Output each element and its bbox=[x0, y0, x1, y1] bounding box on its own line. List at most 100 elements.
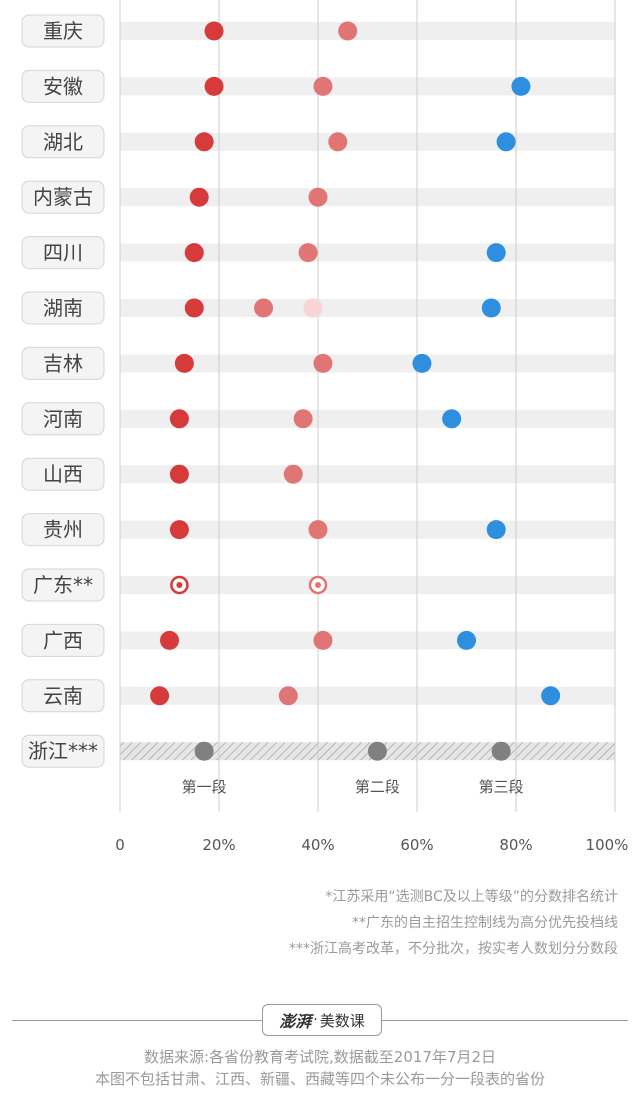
first-segment-dot bbox=[174, 353, 194, 373]
first-segment-dot-center bbox=[176, 582, 183, 588]
exclusion-line: 本图不包括甘肃、江西、新疆、西藏等四个未公布一分一段表的省份 bbox=[94, 1070, 545, 1088]
first-segment-dot bbox=[194, 132, 214, 152]
second-segment-dot bbox=[313, 353, 333, 373]
province-label: 湖南 bbox=[43, 296, 83, 320]
province-label: 浙江*** bbox=[28, 739, 98, 763]
row-stripe bbox=[120, 465, 615, 484]
row-stripe bbox=[120, 631, 615, 650]
third-segment-dot bbox=[481, 298, 501, 318]
first-segment-dot bbox=[189, 187, 209, 207]
first-segment-dot bbox=[194, 741, 214, 761]
province-label-box bbox=[21, 346, 105, 380]
row-stripe bbox=[120, 354, 615, 373]
third-segment-dot bbox=[412, 353, 432, 373]
second-segment-dot bbox=[308, 520, 328, 540]
province-label-box bbox=[21, 734, 105, 768]
brand-separator: · bbox=[313, 1012, 318, 1028]
first-segment-dot bbox=[204, 21, 224, 41]
province-label: 四川 bbox=[43, 241, 83, 265]
data-source: 数据来源:各省份教育考试院,数据截至2017年7月2日 本图不包括甘肃、江西、新… bbox=[0, 1046, 640, 1090]
brand-name: 美数课 bbox=[319, 1011, 365, 1030]
footnote-guangdong: **广东的自主招生控制线为高分优先投档线 bbox=[352, 915, 618, 931]
first-segment-dot bbox=[150, 686, 170, 706]
second-segment-dot bbox=[254, 298, 274, 318]
row-stripe bbox=[120, 77, 615, 96]
x-tick-label: 20% bbox=[202, 836, 235, 854]
x-tick-label: 80% bbox=[499, 836, 532, 854]
third-segment-dot bbox=[511, 76, 531, 96]
second-segment-dot bbox=[308, 187, 328, 207]
third-segment-dot bbox=[486, 243, 506, 263]
x-tick-label: 40% bbox=[301, 836, 334, 854]
province-label-box bbox=[21, 180, 105, 214]
first-segment-dot bbox=[160, 630, 179, 650]
province-label-box bbox=[21, 125, 105, 159]
province-label-box bbox=[21, 457, 105, 491]
row-stripe bbox=[120, 686, 615, 705]
source-line: 数据来源:各省份教育考试院,数据截至2017年7月2日 bbox=[143, 1048, 497, 1066]
third-segment-dot bbox=[491, 741, 511, 761]
third-segment-dot bbox=[442, 409, 462, 429]
third-segment-dot bbox=[486, 520, 506, 540]
province-label: 内蒙古 bbox=[33, 185, 93, 209]
row-stripe bbox=[120, 188, 615, 207]
second-segment-dot bbox=[313, 630, 333, 650]
province-label: 重庆 bbox=[43, 19, 83, 43]
province-label: 吉林 bbox=[43, 351, 83, 375]
footnotes: *江苏采用“选测BC及以上等级”的分数排名统计 **广东的自主招生控制线为高分优… bbox=[289, 884, 618, 962]
first-segment-dot bbox=[184, 243, 204, 263]
x-tick-label: 0 bbox=[115, 836, 125, 854]
province-label-box bbox=[21, 14, 105, 48]
third-segment-dot bbox=[457, 630, 476, 650]
province-label: 广东** bbox=[33, 573, 93, 597]
segment-label: 第三段 bbox=[479, 778, 524, 796]
first-segment-dot bbox=[169, 464, 189, 484]
row-stripe bbox=[120, 22, 615, 40]
row-stripe bbox=[120, 409, 615, 428]
province-label-box bbox=[21, 679, 105, 713]
segment-label: 第一段 bbox=[182, 778, 227, 796]
second-segment-dot bbox=[328, 132, 348, 152]
second-segment-dot bbox=[367, 741, 387, 761]
second-segment-dot bbox=[283, 464, 303, 484]
second-segment-dot bbox=[278, 686, 298, 706]
row-stripe bbox=[120, 576, 615, 594]
province-label-box bbox=[21, 402, 105, 436]
province-label: 安徽 bbox=[43, 74, 83, 98]
row-stripe bbox=[120, 520, 615, 539]
province-label-box bbox=[21, 236, 105, 270]
second-segment-dot bbox=[338, 21, 358, 41]
province-label: 山西 bbox=[43, 462, 83, 486]
second-segment-dot bbox=[303, 298, 323, 318]
row-stripe bbox=[120, 742, 615, 761]
province-label: 河南 bbox=[43, 407, 83, 431]
province-label: 湖北 bbox=[43, 130, 83, 154]
second-segment-dot bbox=[293, 409, 313, 429]
province-label-box bbox=[21, 291, 105, 325]
province-label-box bbox=[21, 69, 105, 103]
footnote-zhejiang: ***浙江高考改革，不分批次，按实考人数划分分数段 bbox=[289, 941, 618, 957]
x-tick-label: 60% bbox=[400, 836, 433, 854]
second-segment-dot bbox=[298, 243, 318, 263]
third-segment-dot bbox=[541, 686, 561, 706]
row-stripe bbox=[120, 132, 615, 151]
footnote-jiangsu: *江苏采用“选测BC及以上等级”的分数排名统计 bbox=[325, 889, 618, 905]
province-label-box bbox=[21, 623, 105, 657]
first-segment-dot bbox=[169, 409, 189, 429]
brand-logo: 澎湃 bbox=[279, 1012, 312, 1031]
brand-badge: 澎湃 · 美数课 bbox=[262, 1004, 382, 1036]
third-segment-dot bbox=[496, 132, 516, 152]
x-tick-label: 100% bbox=[586, 836, 629, 854]
second-segment-dot bbox=[313, 76, 333, 96]
first-segment-dot bbox=[184, 298, 204, 318]
province-label: 广西 bbox=[43, 628, 83, 652]
first-segment-dot bbox=[204, 76, 224, 96]
first-segment-dot bbox=[169, 520, 189, 540]
province-label: 贵州 bbox=[43, 518, 83, 542]
province-label-box bbox=[21, 568, 105, 602]
segment-label: 第二段 bbox=[355, 778, 400, 796]
second-segment-dot-center bbox=[315, 582, 321, 588]
province-label-box bbox=[21, 513, 105, 547]
province-label: 云南 bbox=[43, 684, 83, 708]
